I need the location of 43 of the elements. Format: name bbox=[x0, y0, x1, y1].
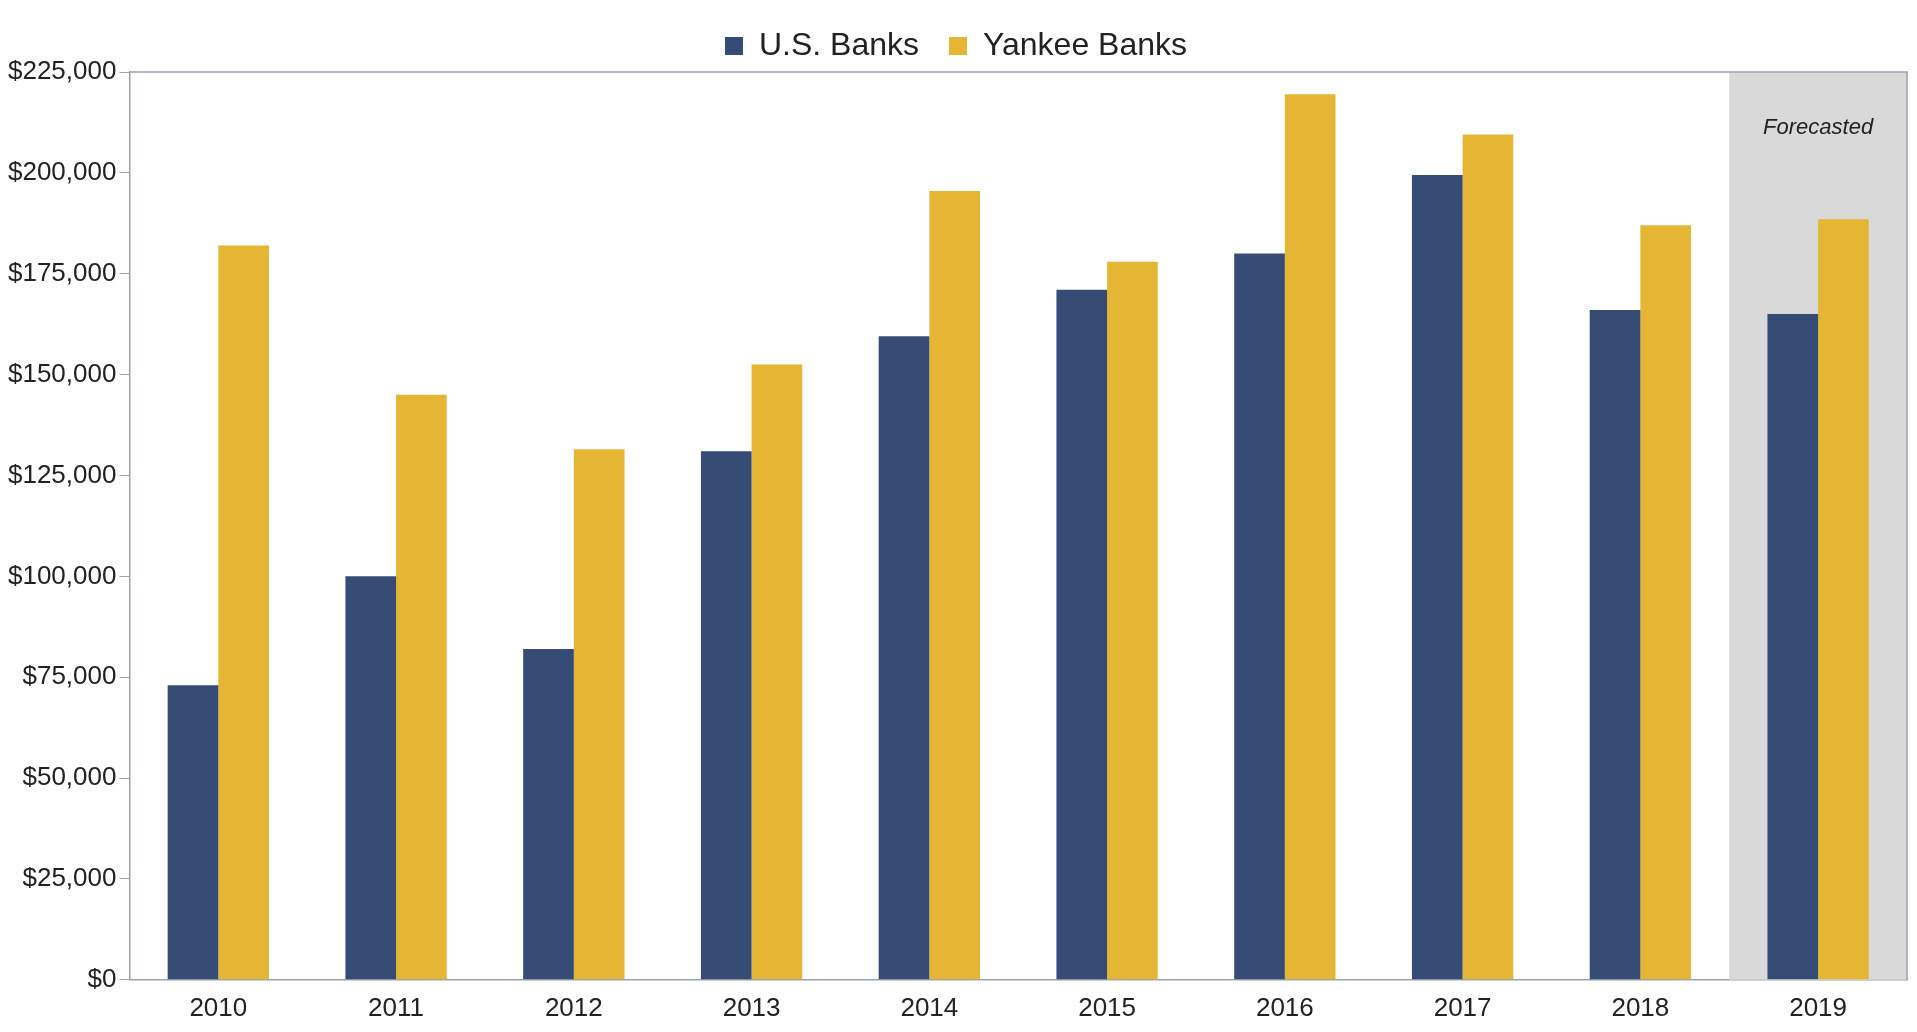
bar bbox=[1234, 253, 1285, 980]
y-tick-label: $50,000 bbox=[22, 761, 117, 792]
bar bbox=[751, 364, 803, 980]
bar bbox=[345, 576, 397, 980]
x-tick-label: 2011 bbox=[368, 991, 425, 1022]
bar bbox=[1056, 289, 1108, 980]
x-tick-label: 2014 bbox=[900, 991, 959, 1022]
bar bbox=[1589, 310, 1641, 980]
bar bbox=[929, 191, 980, 980]
y-tick-label: $175,000 bbox=[7, 256, 117, 287]
x-tick-label: 2018 bbox=[1611, 991, 1670, 1022]
bar bbox=[1107, 261, 1158, 980]
x-tick-label: 2012 bbox=[544, 991, 603, 1022]
y-tick-label: $225,000 bbox=[7, 55, 117, 86]
bar bbox=[523, 648, 574, 980]
bar bbox=[167, 685, 219, 980]
y-tick-label: $200,000 bbox=[7, 156, 117, 187]
x-tick-label: 2010 bbox=[189, 991, 248, 1022]
legend-label: Yankee Banks bbox=[983, 25, 1188, 62]
bar bbox=[700, 451, 752, 980]
y-tick-label: $100,000 bbox=[7, 559, 117, 590]
bar bbox=[573, 449, 625, 980]
y-tick-label: $125,000 bbox=[7, 458, 117, 489]
bar bbox=[878, 336, 930, 980]
x-tick-label: 2019 bbox=[1789, 991, 1848, 1022]
bar bbox=[1640, 225, 1692, 980]
band-label: Forecasted bbox=[1763, 114, 1874, 140]
x-tick-label: 2015 bbox=[1078, 991, 1137, 1022]
x-tick-label: 2017 bbox=[1433, 991, 1492, 1022]
bar bbox=[396, 394, 447, 980]
bar bbox=[1818, 219, 1869, 980]
bar bbox=[1462, 134, 1514, 980]
legend-label: U.S. Banks bbox=[758, 25, 920, 62]
bar bbox=[1411, 174, 1463, 980]
x-tick-label: 2016 bbox=[1255, 991, 1314, 1022]
y-tick-label: $0 bbox=[87, 962, 117, 993]
x-tick-label: 2013 bbox=[722, 991, 781, 1022]
bar bbox=[1284, 94, 1336, 980]
y-tick-label: $150,000 bbox=[7, 357, 117, 388]
bar bbox=[218, 245, 269, 980]
y-tick-label: $25,000 bbox=[22, 862, 117, 893]
y-tick-label: $75,000 bbox=[22, 660, 117, 691]
bar bbox=[1767, 314, 1819, 980]
